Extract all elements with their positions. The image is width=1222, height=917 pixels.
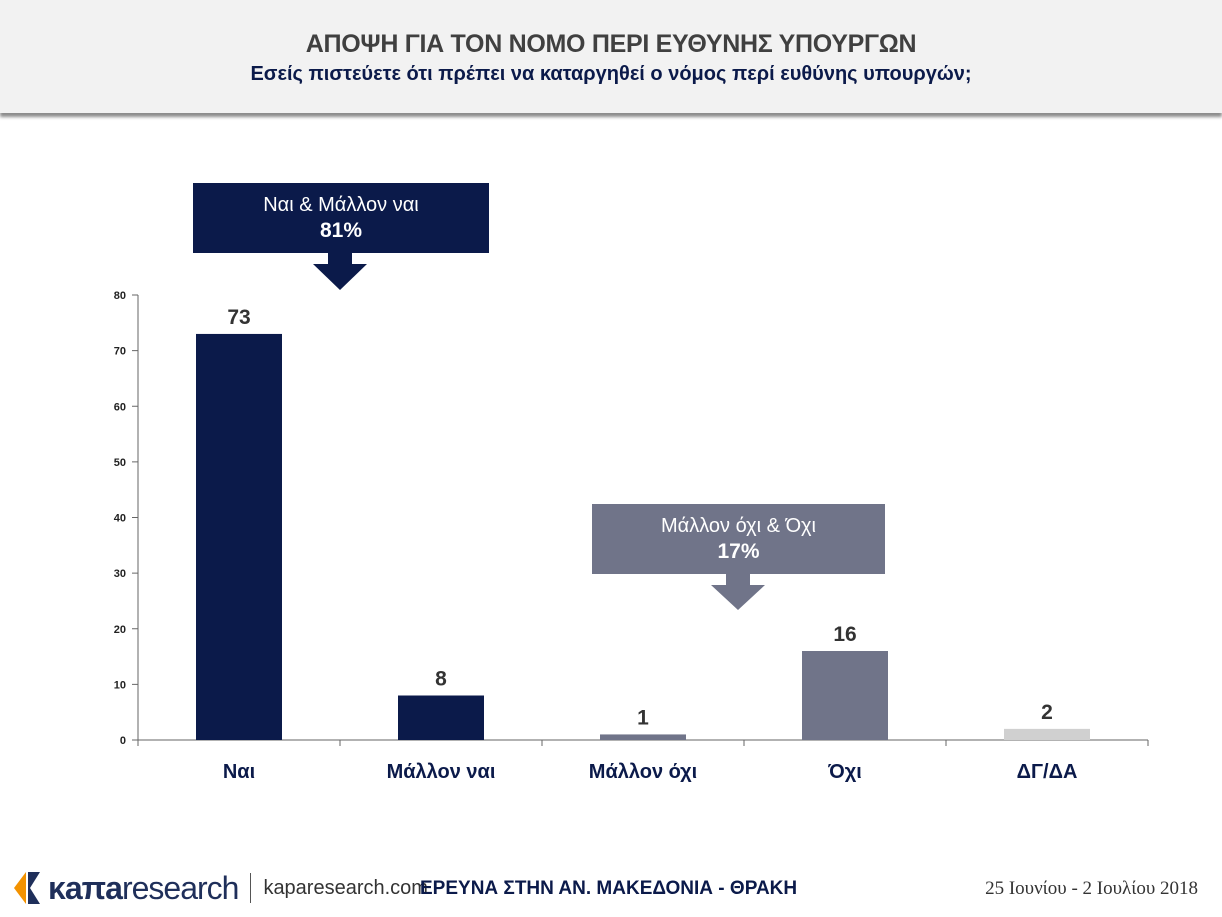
callout-arrow-0 [313, 253, 367, 290]
page-subtitle: Εσείς πιστεύετε ότι πρέπει να καταργηθεί… [250, 63, 972, 85]
y-tick-label: 30 [114, 568, 126, 580]
brand-name-bold: κaπa [48, 869, 123, 906]
bar-value-label: 16 [833, 623, 856, 646]
category-label: Μάλλον ναι [387, 761, 496, 783]
bar-1 [398, 695, 484, 740]
category-label: ΔΓ/ΔΑ [1017, 761, 1078, 783]
callout-yes-total: Ναι & Μάλλον ναι 81% [193, 192, 489, 244]
callout-no-label: Μάλλον όχι & Όχι [660, 515, 816, 537]
callout-arrow-1 [711, 574, 765, 610]
callout-yes-value: 81% [319, 219, 363, 242]
callout-no-value: 17% [717, 540, 760, 563]
kapa-logo-icon [14, 872, 40, 904]
bar-3 [802, 651, 888, 740]
brand-url: kaparesearch.com [263, 876, 428, 899]
y-tick-label: 40 [114, 513, 126, 525]
y-tick-label: 0 [120, 735, 126, 747]
bar-value-label: 73 [227, 306, 250, 329]
callout-no-total: Μάλλον όχι & Όχι 17% [592, 513, 885, 565]
bar-value-label: 1 [637, 706, 649, 729]
y-tick-label: 10 [114, 679, 126, 691]
brand-logo: κaπa research kaparesearch.com [12, 868, 428, 908]
category-label: Όχι [827, 761, 862, 783]
y-tick-label: 20 [114, 624, 126, 636]
bar-value-label: 8 [435, 668, 447, 691]
page-title: ΑΠΟΨΗ ΓΙΑ ΤΟΝ ΝΟΜΟ ΠΕΡΙ ΕΥΘΥΝΗΣ ΥΠΟΥΡΓΩΝ [305, 30, 917, 58]
bar-2 [600, 734, 686, 740]
y-tick-label: 50 [114, 457, 126, 469]
category-label: Μάλλον όχι [589, 761, 697, 783]
bar-0 [196, 333, 282, 740]
y-tick-label: 70 [114, 346, 126, 358]
brand-name-light: research [121, 869, 239, 906]
bar-4 [1004, 728, 1090, 740]
callout-box-0 [193, 183, 489, 253]
callout-box-1 [592, 504, 885, 574]
y-tick-label: 60 [114, 401, 126, 413]
survey-label: ΕΡΕΥΝΑ ΣΤΗΝ ΑΝ. ΜΑΚΕΔΟΝΙΑ - ΘΡΑΚΗ [420, 878, 798, 899]
header-bar: ΑΠΟΨΗ ΓΙΑ ΤΟΝ ΝΟΜΟ ΠΕΡΙ ΕΥΘΥΝΗΣ ΥΠΟΥΡΓΩΝ… [0, 0, 1222, 113]
brand-divider [250, 873, 252, 903]
callout-yes-label: Ναι & Μάλλον ναι [263, 194, 419, 216]
category-label: Ναι [223, 761, 255, 783]
y-tick-label: 80 [114, 290, 126, 302]
bar-value-label: 2 [1041, 701, 1053, 724]
survey-date: 25 Ιουνίου - 2 Ιουλίου 2018 [985, 878, 1198, 899]
